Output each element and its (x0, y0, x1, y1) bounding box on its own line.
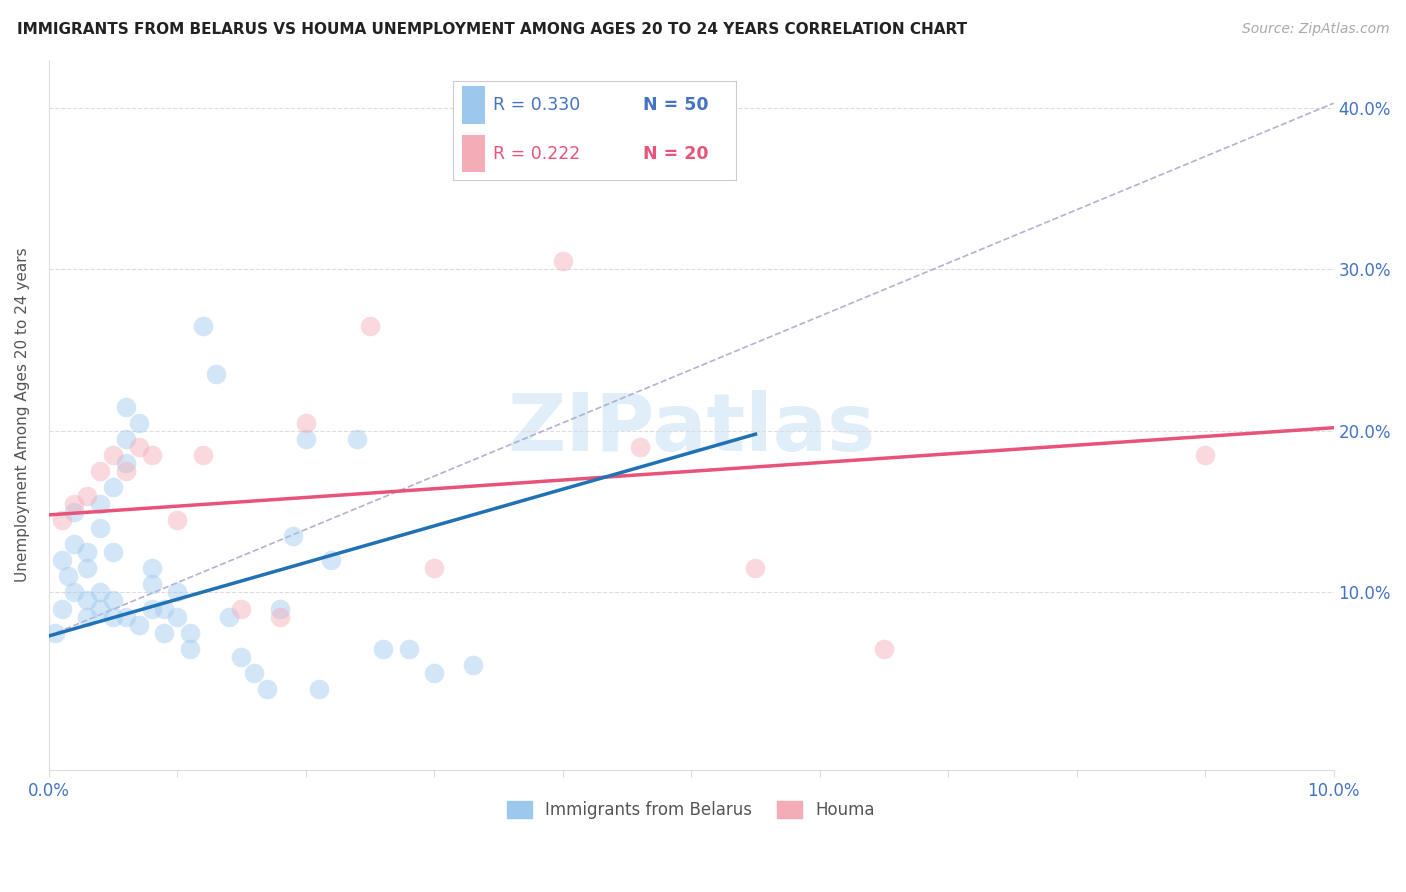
Point (76, 593, 98, 607)
Point (141, 561, 163, 575)
Point (166, 609, 188, 624)
Legend: Immigrants from Belarus, Houma: Immigrants from Belarus, Houma (501, 794, 882, 826)
Text: IMMIGRANTS FROM BELARUS VS HOUMA UNEMPLOYMENT AMONG AGES 20 TO 24 YEARS CORRELAT: IMMIGRANTS FROM BELARUS VS HOUMA UNEMPLO… (17, 22, 967, 37)
Point (51, 553, 73, 567)
Point (294, 432, 316, 446)
Point (346, 432, 368, 446)
Point (115, 456, 138, 470)
Point (308, 682, 330, 697)
Point (179, 625, 201, 640)
Point (51, 601, 73, 615)
Point (89, 585, 111, 599)
Point (231, 650, 253, 665)
Point (101, 448, 124, 462)
Point (153, 625, 176, 640)
Point (153, 601, 176, 615)
Point (128, 416, 150, 430)
Point (63, 497, 86, 511)
Point (179, 641, 201, 656)
Point (166, 585, 188, 599)
Point (101, 609, 124, 624)
Point (398, 641, 420, 656)
Y-axis label: Unemployment Among Ages 20 to 24 years: Unemployment Among Ages 20 to 24 years (15, 247, 30, 582)
Point (115, 609, 138, 624)
Point (218, 609, 240, 624)
Point (191, 448, 214, 462)
Point (101, 593, 124, 607)
Point (423, 561, 446, 575)
Point (371, 641, 394, 656)
Point (141, 601, 163, 615)
Point (63, 537, 86, 551)
Point (628, 440, 651, 454)
Point (141, 448, 163, 462)
Point (321, 553, 343, 567)
Point (269, 609, 291, 624)
Point (423, 666, 446, 681)
Point (101, 545, 124, 559)
Point (269, 601, 291, 615)
Point (63, 505, 86, 519)
Text: Source: ZipAtlas.com: Source: ZipAtlas.com (1241, 22, 1389, 37)
Point (873, 641, 896, 656)
Point (76, 489, 98, 503)
Point (551, 254, 574, 268)
Point (461, 658, 484, 673)
Text: ZIPatlas: ZIPatlas (508, 390, 876, 468)
Point (243, 666, 266, 681)
Point (89, 464, 111, 478)
Point (191, 318, 214, 333)
Point (166, 513, 188, 527)
Point (115, 432, 138, 446)
Point (115, 464, 138, 478)
Point (76, 609, 98, 624)
Point (294, 416, 316, 430)
Point (128, 440, 150, 454)
Point (744, 561, 766, 575)
Point (51, 513, 73, 527)
Point (56, 569, 79, 583)
Point (89, 601, 111, 615)
Point (281, 529, 304, 543)
Point (256, 682, 278, 697)
Point (359, 318, 381, 333)
Point (76, 561, 98, 575)
Point (231, 601, 253, 615)
Point (141, 577, 163, 591)
Point (76, 545, 98, 559)
Point (63, 585, 86, 599)
Point (1194, 448, 1216, 462)
Point (101, 480, 124, 494)
Point (44, 625, 66, 640)
Point (204, 368, 226, 382)
Point (89, 521, 111, 535)
Point (115, 400, 138, 414)
Point (128, 617, 150, 632)
Point (89, 497, 111, 511)
